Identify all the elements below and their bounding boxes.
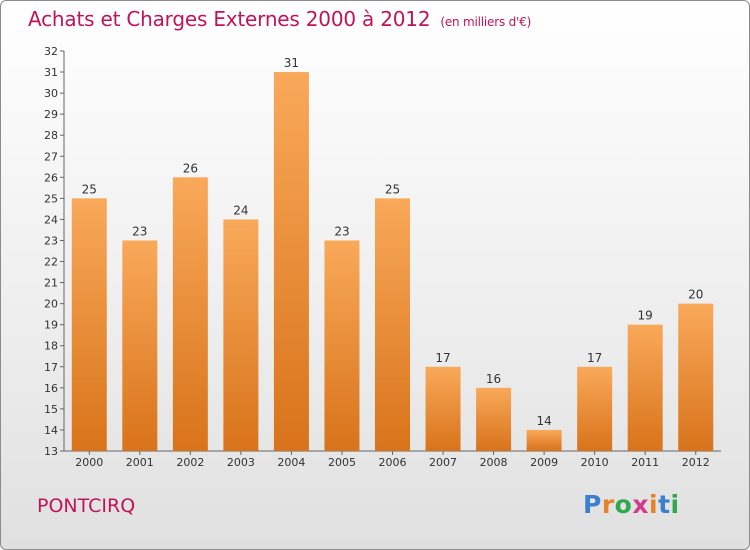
x-tick-label: 2004 xyxy=(277,456,305,469)
logo-letter: o xyxy=(614,490,633,519)
chart-labels: 25 2000 23 2001 26 2002 24 2003 31 2004 23 2005 25 20… xyxy=(75,56,709,469)
x-tick-label: 2001 xyxy=(126,456,154,469)
logo-letter: i xyxy=(649,490,659,519)
bar-2009 xyxy=(526,429,562,451)
bar-value-label: 23 xyxy=(334,224,349,238)
logo-letter: t xyxy=(658,490,671,519)
x-tick-label: 2000 xyxy=(75,456,103,469)
y-tick-label: 29 xyxy=(44,108,58,121)
x-tick-label: 2010 xyxy=(581,456,609,469)
y-tick-label: 27 xyxy=(44,150,58,163)
y-tick-label: 18 xyxy=(44,340,58,353)
bar-2008 xyxy=(476,387,512,451)
x-tick-label: 2012 xyxy=(682,456,710,469)
bar-value-label: 25 xyxy=(82,182,97,196)
bar-value-label: 23 xyxy=(132,224,147,238)
bar-2002 xyxy=(172,177,208,451)
chart-bars xyxy=(71,72,714,451)
y-tick-label: 17 xyxy=(44,361,58,374)
bar-value-label: 17 xyxy=(587,351,602,365)
bar-2011 xyxy=(627,324,663,451)
y-tick-label: 22 xyxy=(44,256,58,269)
chart-axes: 13 14 15 16 17 18 19 20 21 22 23 24 25 26 27 28 29 30 31 32 xyxy=(44,45,721,458)
chart-subtitle: (en milliers d'€) xyxy=(440,15,532,29)
y-tick-label: 25 xyxy=(44,192,58,205)
chart-title-text: Achats et Charges Externes 2000 à 2012 xyxy=(28,7,431,31)
y-tick-label: 16 xyxy=(44,382,58,395)
y-tick-label: 32 xyxy=(44,45,58,58)
y-tick-label: 15 xyxy=(44,403,58,416)
bar-2006 xyxy=(375,198,410,451)
bar-2000 xyxy=(71,198,107,451)
logo-letter: P xyxy=(583,490,602,519)
y-tick-label: 13 xyxy=(44,445,58,458)
x-tick-label: 2008 xyxy=(480,456,508,469)
bar-2010 xyxy=(577,366,613,451)
y-tick-label: 24 xyxy=(44,213,58,226)
chart-title: Achats et Charges Externes 2000 à 2012 (e… xyxy=(28,7,531,31)
x-tick-label: 2002 xyxy=(176,456,204,469)
bar-2007 xyxy=(425,366,461,451)
y-tick-label: 28 xyxy=(44,129,58,142)
logo-letter: i xyxy=(670,490,680,519)
bar-value-label: 24 xyxy=(233,203,248,217)
y-tick-label: 19 xyxy=(44,319,58,332)
bar-value-label: 26 xyxy=(183,161,198,175)
bar-value-label: 16 xyxy=(486,372,501,386)
commune-name: PONTCIRQ xyxy=(37,495,136,517)
y-tick-label: 14 xyxy=(44,424,58,437)
y-tick-label: 26 xyxy=(44,171,58,184)
bar-value-label: 25 xyxy=(385,182,400,196)
y-tick-label: 21 xyxy=(44,277,58,290)
bar-2003 xyxy=(223,219,259,451)
bar-value-label: 19 xyxy=(638,309,653,323)
x-tick-label: 2009 xyxy=(530,456,558,469)
bar-value-label: 20 xyxy=(688,288,703,302)
logo-letter: r xyxy=(601,490,615,519)
x-tick-label: 2006 xyxy=(379,456,407,469)
x-tick-label: 2007 xyxy=(429,456,457,469)
bar-2005 xyxy=(324,240,360,451)
bar-value-label: 14 xyxy=(536,414,551,428)
bar-2004 xyxy=(273,72,309,451)
y-tick-label: 31 xyxy=(44,66,58,79)
y-tick-label: 30 xyxy=(44,87,58,100)
bar-value-label: 17 xyxy=(435,351,450,365)
bar-2012 xyxy=(678,303,714,451)
x-tick-label: 2011 xyxy=(631,456,659,469)
bar-2001 xyxy=(122,240,158,451)
bar-value-label: 31 xyxy=(284,56,299,70)
x-tick-label: 2003 xyxy=(227,456,255,469)
y-tick-label: 20 xyxy=(44,298,58,311)
proxiti-logo: Proxiti xyxy=(583,490,680,519)
logo-letter: x xyxy=(632,490,649,519)
y-tick-label: 23 xyxy=(44,234,58,247)
x-tick-label: 2005 xyxy=(328,456,356,469)
